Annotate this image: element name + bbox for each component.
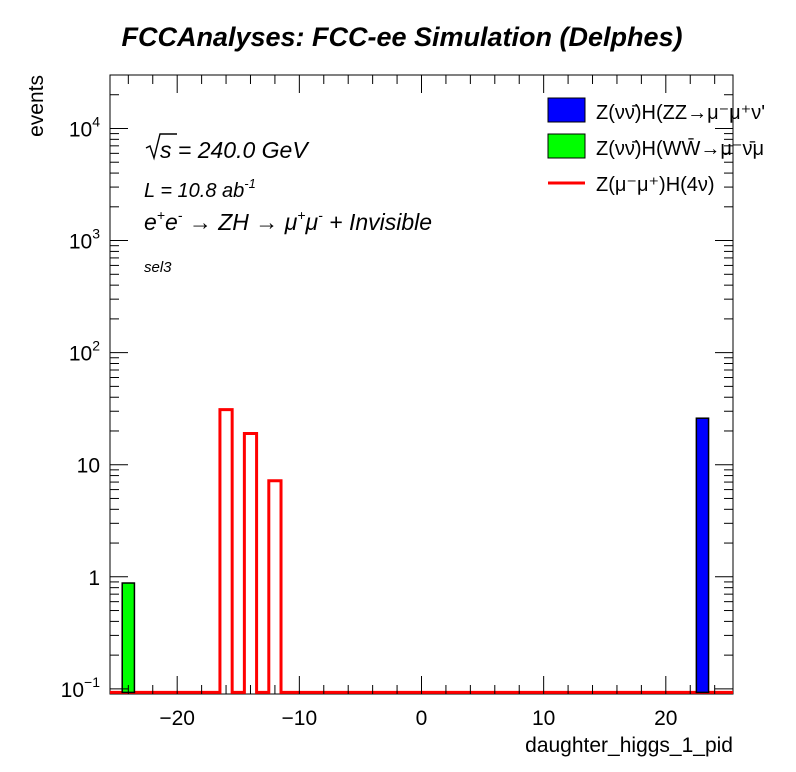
histogram-bin-zz (695, 417, 710, 694)
legend-swatch-zz (547, 97, 586, 123)
plot-frame (109, 74, 734, 695)
y-axis-title: events (25, 75, 48, 137)
y-tick-label: 10−1 (61, 674, 101, 702)
histogram-bin-4nu (220, 410, 232, 693)
energy-label: s = 240.0 GeV (160, 137, 310, 163)
legend-entry-4nu: Z(μ⁻μ⁺)H(4ν) (596, 174, 715, 196)
histogram-bin-4nu (244, 433, 256, 692)
y-tick-label: 1 (88, 567, 100, 590)
axis-ticks: −20 −10 0 10 20 10−1 1 10 102 103 104 (61, 74, 733, 730)
luminosity-label: L = 10.8 ab-1 (144, 176, 256, 202)
histogram-layer (110, 408, 733, 694)
x-tick-label: 10 (532, 707, 555, 730)
y-tick-label: 102 (69, 338, 100, 366)
legend-swatch-ww (547, 133, 586, 159)
series-line-4nu (110, 408, 733, 694)
x-tick-label: −20 (159, 707, 195, 730)
y-tick-label: 103 (69, 226, 100, 254)
x-tick-label: 0 (416, 707, 428, 730)
energy-annotation: s = 240.0 GeV (145, 133, 310, 163)
process-label: e+e- → ZH → μ+μ- + Invisible (144, 207, 432, 235)
legend-entry-ww: Z(νν̄)H(WW̄→μ⁻ν̄μ (596, 137, 764, 160)
y-tick-label: 10 (77, 455, 100, 478)
legend: Z(νν̄)H(ZZ→μ⁻μ⁺ν' Z(νν̄)H(WW̄→μ⁻ν̄μ Z(μ⁻… (547, 97, 765, 196)
chart-title: FCCAnalyses: FCC-ee Simulation (Delphes) (121, 22, 682, 52)
histogram-bin-ww (121, 582, 136, 694)
legend-entry-zz: Z(νν̄)H(ZZ→μ⁻μ⁺ν' (596, 102, 765, 124)
sqrt-symbol (145, 133, 177, 161)
histogram-bin-4nu (269, 481, 281, 693)
x-tick-label: 20 (654, 707, 677, 730)
y-tick-label: 104 (69, 113, 100, 141)
x-axis-title: daughter_higgs_1_pid (525, 734, 733, 757)
x-tick-label: −10 (282, 707, 318, 730)
selection-label: sel3 (144, 259, 172, 276)
